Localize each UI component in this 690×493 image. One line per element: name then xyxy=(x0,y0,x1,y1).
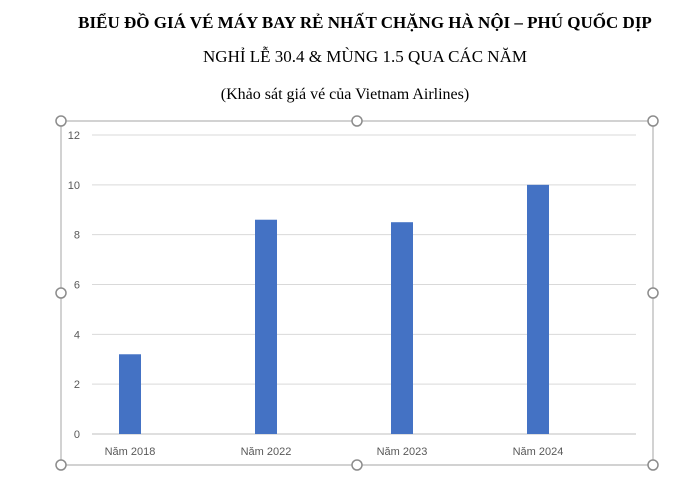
resize-handle[interactable] xyxy=(55,115,67,127)
chart-frame xyxy=(60,120,654,466)
bar[interactable] xyxy=(527,184,549,434)
resize-handle[interactable] xyxy=(351,115,363,127)
y-tick-label: 8 xyxy=(74,230,80,242)
bar[interactable] xyxy=(255,219,277,434)
bar[interactable] xyxy=(391,222,413,434)
resize-handle[interactable] xyxy=(351,459,363,471)
chart-title-line2: NGHỈ LỄ 30.4 & MÙNG 1.5 QUA CÁC NĂM xyxy=(203,47,527,66)
y-tick-label: 0 xyxy=(74,429,80,441)
x-tick-labels: Năm 2018 Năm 2022 Năm 2023 Năm 2024 xyxy=(105,446,564,458)
y-tick-label: 12 xyxy=(68,130,80,142)
x-tick-label: Năm 2022 xyxy=(241,446,292,458)
chart-title-line1: BIỂU ĐỒ GIÁ VÉ MÁY BAY RẺ NHẤT CHẶNG HÀ … xyxy=(78,13,652,32)
selection-frame xyxy=(55,115,659,471)
x-tick-label: Năm 2023 xyxy=(377,446,428,458)
resize-handle[interactable] xyxy=(55,459,67,471)
y-tick-label: 4 xyxy=(74,329,80,341)
x-tick-label: Năm 2018 xyxy=(105,446,156,458)
gridlines xyxy=(92,134,636,435)
y-tick-labels: 0 2 4 6 8 10 12 xyxy=(68,130,80,441)
bars xyxy=(119,184,549,434)
x-tick-label: Năm 2024 xyxy=(513,446,564,458)
resize-handle[interactable] xyxy=(647,115,659,127)
chart-subtitle: (Khảo sát giá vé của Vietnam Airlines) xyxy=(220,86,470,103)
resize-handle[interactable] xyxy=(55,287,67,299)
y-tick-label: 2 xyxy=(74,379,80,391)
resize-handle[interactable] xyxy=(647,459,659,471)
bar[interactable] xyxy=(119,354,141,434)
y-tick-label: 10 xyxy=(68,180,80,192)
y-tick-label: 6 xyxy=(74,280,80,292)
resize-handle[interactable] xyxy=(647,287,659,299)
